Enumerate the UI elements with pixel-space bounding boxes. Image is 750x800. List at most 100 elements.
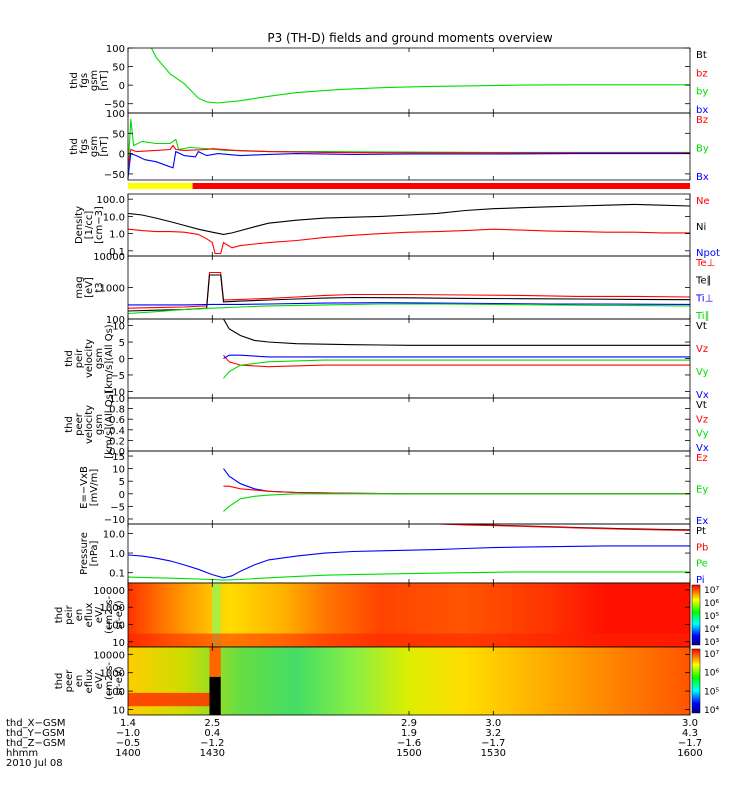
y-axis-label-line: mag <box>74 276 85 298</box>
y-axis-label: thd fgs gsm [nT] <box>69 136 110 157</box>
legend-entry: Npot <box>696 248 720 259</box>
legend-entry: Bz <box>696 115 708 126</box>
legend-entry: Ti⊥ <box>695 293 713 304</box>
y-tick-label: 1.0 <box>109 230 125 241</box>
y-axis-label-line: Density <box>74 206 85 244</box>
y-axis-label-line: (cm2-s- <box>104 662 115 700</box>
y-tick-label: 0 <box>119 81 125 92</box>
x-axis-row-value: 1400 <box>115 748 140 759</box>
legend-entry: Pt <box>696 526 706 537</box>
legend: Ne Ni Npot <box>696 196 720 259</box>
y-tick-label: 15 <box>112 452 125 463</box>
y-axis-label-line: [1/cc] <box>84 211 95 240</box>
spectrogram-image <box>128 647 690 715</box>
x-axis-row-value: 4.3 <box>682 728 698 739</box>
legend-entry: By <box>696 144 709 155</box>
x-axis-row-value: 1.9 <box>401 728 417 739</box>
y-axis-label-line: gsm <box>89 70 100 91</box>
y-axis-label-line: peer <box>64 669 75 693</box>
y-axis-label: thd fgs gsm [nT] <box>69 70 110 91</box>
colorbar-tick-label: 10⁶ <box>704 599 719 609</box>
y-axis-label-line: [eV] <box>84 277 95 298</box>
colorbar-scale <box>691 584 701 646</box>
y-axis-label-line: thd <box>69 72 80 89</box>
legend: Bt bz by bx <box>696 50 708 116</box>
series-line-red <box>424 524 690 532</box>
colorbar-tick-label: 10⁴ <box>704 625 719 635</box>
legend-entry: Pe <box>696 559 708 570</box>
series-line-blue <box>128 302 690 306</box>
y-tick-label: 5 <box>119 477 125 488</box>
chart-title: P3 (TH-D) fields and ground moments over… <box>267 31 552 45</box>
colorbar-tick-label: 10⁵ <box>704 612 719 622</box>
y-axis-label-line: sr-eV) <box>114 666 125 695</box>
colorbar-tick-label: 10⁷ <box>704 586 719 596</box>
x-axis-row-value: −1.7 <box>678 738 702 749</box>
series-line-blue <box>128 545 690 579</box>
y-tick-label: −5 <box>110 371 125 382</box>
legend-entry: Te⊥ <box>695 258 715 269</box>
x-axis-row-value: 1430 <box>200 748 225 759</box>
x-axis-row-value: −1.2 <box>200 738 224 749</box>
y-axis-label-line: Pressure <box>79 532 90 575</box>
series-line-blue <box>223 354 690 359</box>
legend-entry: Bt <box>696 50 707 61</box>
x-axis-row-value: 3.2 <box>485 728 501 739</box>
y-tick-label: −10 <box>104 515 125 526</box>
date-label: 2010 Jul 08 <box>6 758 63 769</box>
y-tick-label: 50 <box>112 63 125 74</box>
y-tick-label: 0.4 <box>109 426 125 437</box>
x-axis-row-value: 0.4 <box>204 728 220 739</box>
y-tick-label: 10000 <box>93 586 125 597</box>
x-axis-row-value: −0.5 <box>116 738 140 749</box>
y-tick-label: 0.8 <box>109 405 125 416</box>
legend-entry: Vz <box>696 344 708 355</box>
colorbar-tick-label: 10⁶ <box>704 669 719 679</box>
y-axis-label-line: [km/s](All Qs) <box>104 324 115 392</box>
panel-fgs: 100 50 0 −50 thd fgs gsm [nT] Bt bz by bx <box>69 44 708 116</box>
spectrogram-low-band <box>128 633 690 647</box>
series-line-blue <box>685 48 690 49</box>
legend-entry: Ez <box>696 453 708 464</box>
y-axis-label-line: eV/ <box>94 606 105 623</box>
colorbar: 10⁷ 10⁶ 10⁵ 10⁴ <box>691 648 719 716</box>
y-axis-label: Density [1/cc] [cm−3] <box>74 206 105 244</box>
y-axis-label-line: [mV/m] <box>89 469 100 507</box>
y-axis-label: E=−VxB [mV/m] <box>79 466 100 509</box>
y-axis-label-line: en <box>74 675 85 688</box>
y-tick-label: 5 <box>119 338 125 349</box>
y-tick-label: 10.0 <box>103 529 125 540</box>
legend-entry: Vx <box>696 390 709 401</box>
y-tick-label: 0.1 <box>109 569 125 580</box>
y-tick-label: 100 <box>106 315 125 326</box>
legend: Vt Vz Vy Vx <box>696 400 709 454</box>
legend-entry: Te∥ <box>695 276 712 287</box>
colorbar-tick-label: 10⁷ <box>704 650 719 660</box>
y-axis-label-line: eflux <box>84 603 95 628</box>
y-axis-label-line: gsm <box>89 136 100 157</box>
y-tick-label: 50 <box>112 129 125 140</box>
y-axis-label-line: [cm−3] <box>94 206 105 244</box>
y-axis-label-line: gsm <box>94 348 105 369</box>
x-axis-row-value: 2.9 <box>401 718 417 729</box>
y-tick-label: 10 <box>112 705 125 716</box>
x-axis-row-value: −1.0 <box>116 728 140 739</box>
legend-entry: Vy <box>696 429 709 440</box>
x-axis-row-label: thd_Y−GSM <box>6 728 65 739</box>
x-axis-row-value: 3.0 <box>485 718 501 729</box>
series-line-black <box>128 203 690 235</box>
legend-entry: Ex <box>696 516 708 527</box>
y-tick-label: 100 <box>106 620 125 631</box>
status-bar <box>128 183 690 189</box>
y-tick-label: 10 <box>112 638 125 649</box>
legend-entry: bz <box>696 68 708 79</box>
series-line-green <box>128 303 690 315</box>
x-axis-row-value: 1600 <box>677 748 702 759</box>
y-axis-label: mag [eV] t3 <box>74 276 105 298</box>
series-line-green <box>128 571 690 581</box>
spectrogram-low-band <box>128 692 213 707</box>
y-axis-label: thd peer en eflux eV/(cm2-s-sr-eV) <box>54 662 125 700</box>
